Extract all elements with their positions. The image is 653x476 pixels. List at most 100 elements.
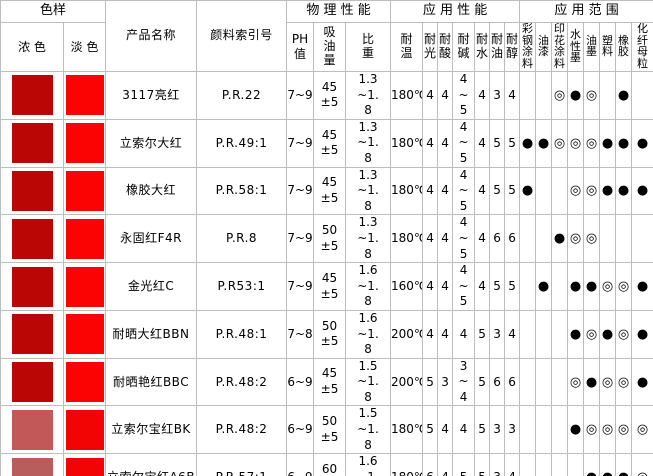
scope-print-paste-cell: ◎: [551, 118, 569, 168]
group-header-scope: 应 用 范 围: [519, 0, 653, 23]
filled-dot-icon: ●: [537, 135, 550, 151]
light-resist-cell: 6: [422, 453, 439, 476]
ph-value-cell: 6~9: [286, 357, 315, 407]
scope-plastic-cell: ●: [599, 309, 617, 359]
product-name-cell: 3117亮红: [105, 71, 198, 120]
acid-resist-cell: 4: [437, 71, 454, 120]
ring-dot-icon: ◎: [585, 326, 598, 342]
col-header-oil-resist: 耐油: [489, 22, 506, 72]
oil-absorption-cell-value: 45±5: [320, 127, 339, 158]
scope-water-ink-cell: ●: [567, 309, 585, 359]
col-header-scope-rubber: 橡胶: [615, 22, 633, 72]
oil-absorption-cell-value: 50±5: [320, 414, 339, 444]
pigment-index-cell: P.R.48:2: [196, 405, 288, 455]
product-row: 金光红CP.R53:17~945±51.6~1.8160℃444~5455●●●…: [0, 262, 653, 311]
specific-gravity-cell-value: 1.5~1.8: [357, 406, 379, 452]
oil-absorption-cell-value: 45±5: [320, 175, 339, 205]
pigment-index-cell: P.R.48:2: [196, 357, 288, 407]
filled-dot-icon: ●: [601, 183, 614, 199]
sub-header-row: 浓 色 淡 色 PH值 吸油量 比重 耐温 耐光 耐酸 耐碱 耐水 耐油 耐醇 …: [0, 22, 653, 72]
light-resist-cell: 5: [422, 357, 439, 407]
oil-absorption-cell: 45±5: [313, 118, 347, 168]
alcohol-resist-cell: 5: [504, 118, 521, 168]
specific-gravity-cell-value: 1.6~1.8: [357, 263, 379, 309]
scope-paint-cell: [535, 71, 553, 120]
heat-resist-cell: 200℃: [390, 357, 424, 407]
product-name-cell: 耐晒大红BBN: [105, 309, 198, 359]
specific-gravity-cell: 1.6~1.8: [345, 262, 392, 311]
heat-resist-cell: 160℃: [390, 262, 424, 311]
heat-resist-cell: 180℃: [390, 214, 424, 264]
alcohol-resist-cell: 4: [504, 71, 521, 120]
scope-coil-coating-cell: [519, 214, 537, 264]
product-row: 立索尔宝红A6BP.R.57:16~960±51.6~1.7180℃645534…: [0, 453, 653, 476]
pigment-index-cell: P.R53:1: [196, 262, 288, 311]
scope-rubber-cell: ◎: [615, 357, 633, 407]
product-name-cell: 永固红F4R: [105, 214, 198, 264]
col-header-scope-fiber-masterbatch: 化纤母粒: [631, 22, 653, 72]
filled-dot-icon: ●: [569, 326, 582, 342]
alcohol-resist-cell: 5: [504, 166, 521, 216]
scope-print-paste-cell: ●: [551, 214, 569, 264]
filled-dot-icon: ●: [586, 470, 597, 476]
light-color-cell: [62, 214, 107, 264]
oil-absorption-cell: 50±5: [313, 309, 347, 359]
pigment-index-cell: P.R.48:1: [196, 309, 288, 359]
pigment-index-cell: P.R.8: [196, 214, 288, 264]
col-header-scope-plastic: 塑料: [599, 22, 617, 72]
water-resist-cell: 4: [474, 118, 491, 168]
scope-ink-cell: ◎: [583, 309, 601, 359]
acid-resist-cell: 4: [437, 166, 454, 216]
filled-dot-icon: ●: [601, 135, 614, 151]
deep-color-swatch: [11, 75, 53, 116]
oil-resist-cell: 3: [489, 71, 506, 120]
light-color-cell: [62, 118, 107, 168]
col-header-heat: 耐温: [390, 22, 424, 72]
specific-gravity-cell-value: 1.3~1.8: [357, 72, 379, 118]
alkali-resist-cell: 4~5: [452, 118, 476, 168]
scope-coil-coating-cell: [519, 405, 537, 455]
alkali-resist-cell-value: 4~5: [458, 263, 469, 309]
alkali-resist-cell: 4~5: [452, 166, 476, 216]
product-row: 耐晒艳红BBCP.R.48:26~945±51.5~1.8200℃533~456…: [0, 357, 653, 407]
oil-resist-cell: 5: [489, 166, 506, 216]
product-row: 耐晒大红BBNP.R.48:17~850±51.6~1.8200℃444534●…: [0, 309, 653, 359]
ring-dot-icon: ◎: [617, 422, 630, 438]
ring-dot-icon: ◎: [601, 279, 614, 295]
water-resist-cell: 5: [474, 405, 491, 455]
filled-dot-icon: ●: [521, 135, 534, 151]
pigment-index-cell: P.R.22: [196, 71, 288, 120]
group-header-row: 色样 产品名称 颜料索引号 物 理 性 能 应 用 性 能 应 用 范 围: [0, 0, 653, 72]
scope-paint-cell: [535, 166, 553, 216]
scope-rubber-cell: ●: [615, 453, 633, 476]
oil-absorption-cell: 45±5: [313, 357, 347, 407]
specific-gravity-cell-value: 1.3~1.8: [357, 215, 379, 261]
scope-rubber-cell: ●: [615, 71, 633, 120]
scope-plastic-cell: ◎: [599, 405, 617, 455]
pigment-index-cell: P.R.57:1: [196, 453, 288, 476]
light-color-swatch: [65, 170, 104, 211]
water-resist-cell: 5: [474, 357, 491, 407]
scope-plastic-cell: ●: [599, 166, 617, 216]
filled-dot-icon: ●: [636, 183, 649, 199]
alkali-resist-cell: 4: [452, 405, 476, 455]
scope-plastic-cell: ●: [599, 453, 617, 476]
col-header-product: 产品名称: [105, 0, 198, 72]
oil-absorption-cell-value: 50±5: [320, 223, 339, 253]
filled-dot-icon: ●: [617, 87, 630, 103]
scope-fiber-masterbatch-cell: ●: [631, 309, 653, 359]
oil-resist-cell: 5: [489, 262, 506, 311]
col-header-lightfast: 耐光: [422, 22, 439, 72]
scope-print-paste-cell: [551, 453, 569, 476]
oil-absorption-cell: 50±5: [313, 405, 347, 455]
filled-dot-icon: ●: [537, 279, 550, 295]
alkali-resist-cell: 3~4: [452, 357, 476, 407]
scope-fiber-masterbatch-cell: ●: [631, 262, 653, 311]
scope-paint-cell: [535, 453, 553, 476]
specific-gravity-cell: 1.5~1.8: [345, 357, 392, 407]
heat-resist-cell: 180℃: [390, 118, 424, 168]
specific-gravity-cell: 1.3~1.8: [345, 214, 392, 264]
scope-rubber-cell: ●: [615, 118, 633, 168]
specific-gravity-cell-value: 1.6~1.8: [357, 310, 379, 357]
